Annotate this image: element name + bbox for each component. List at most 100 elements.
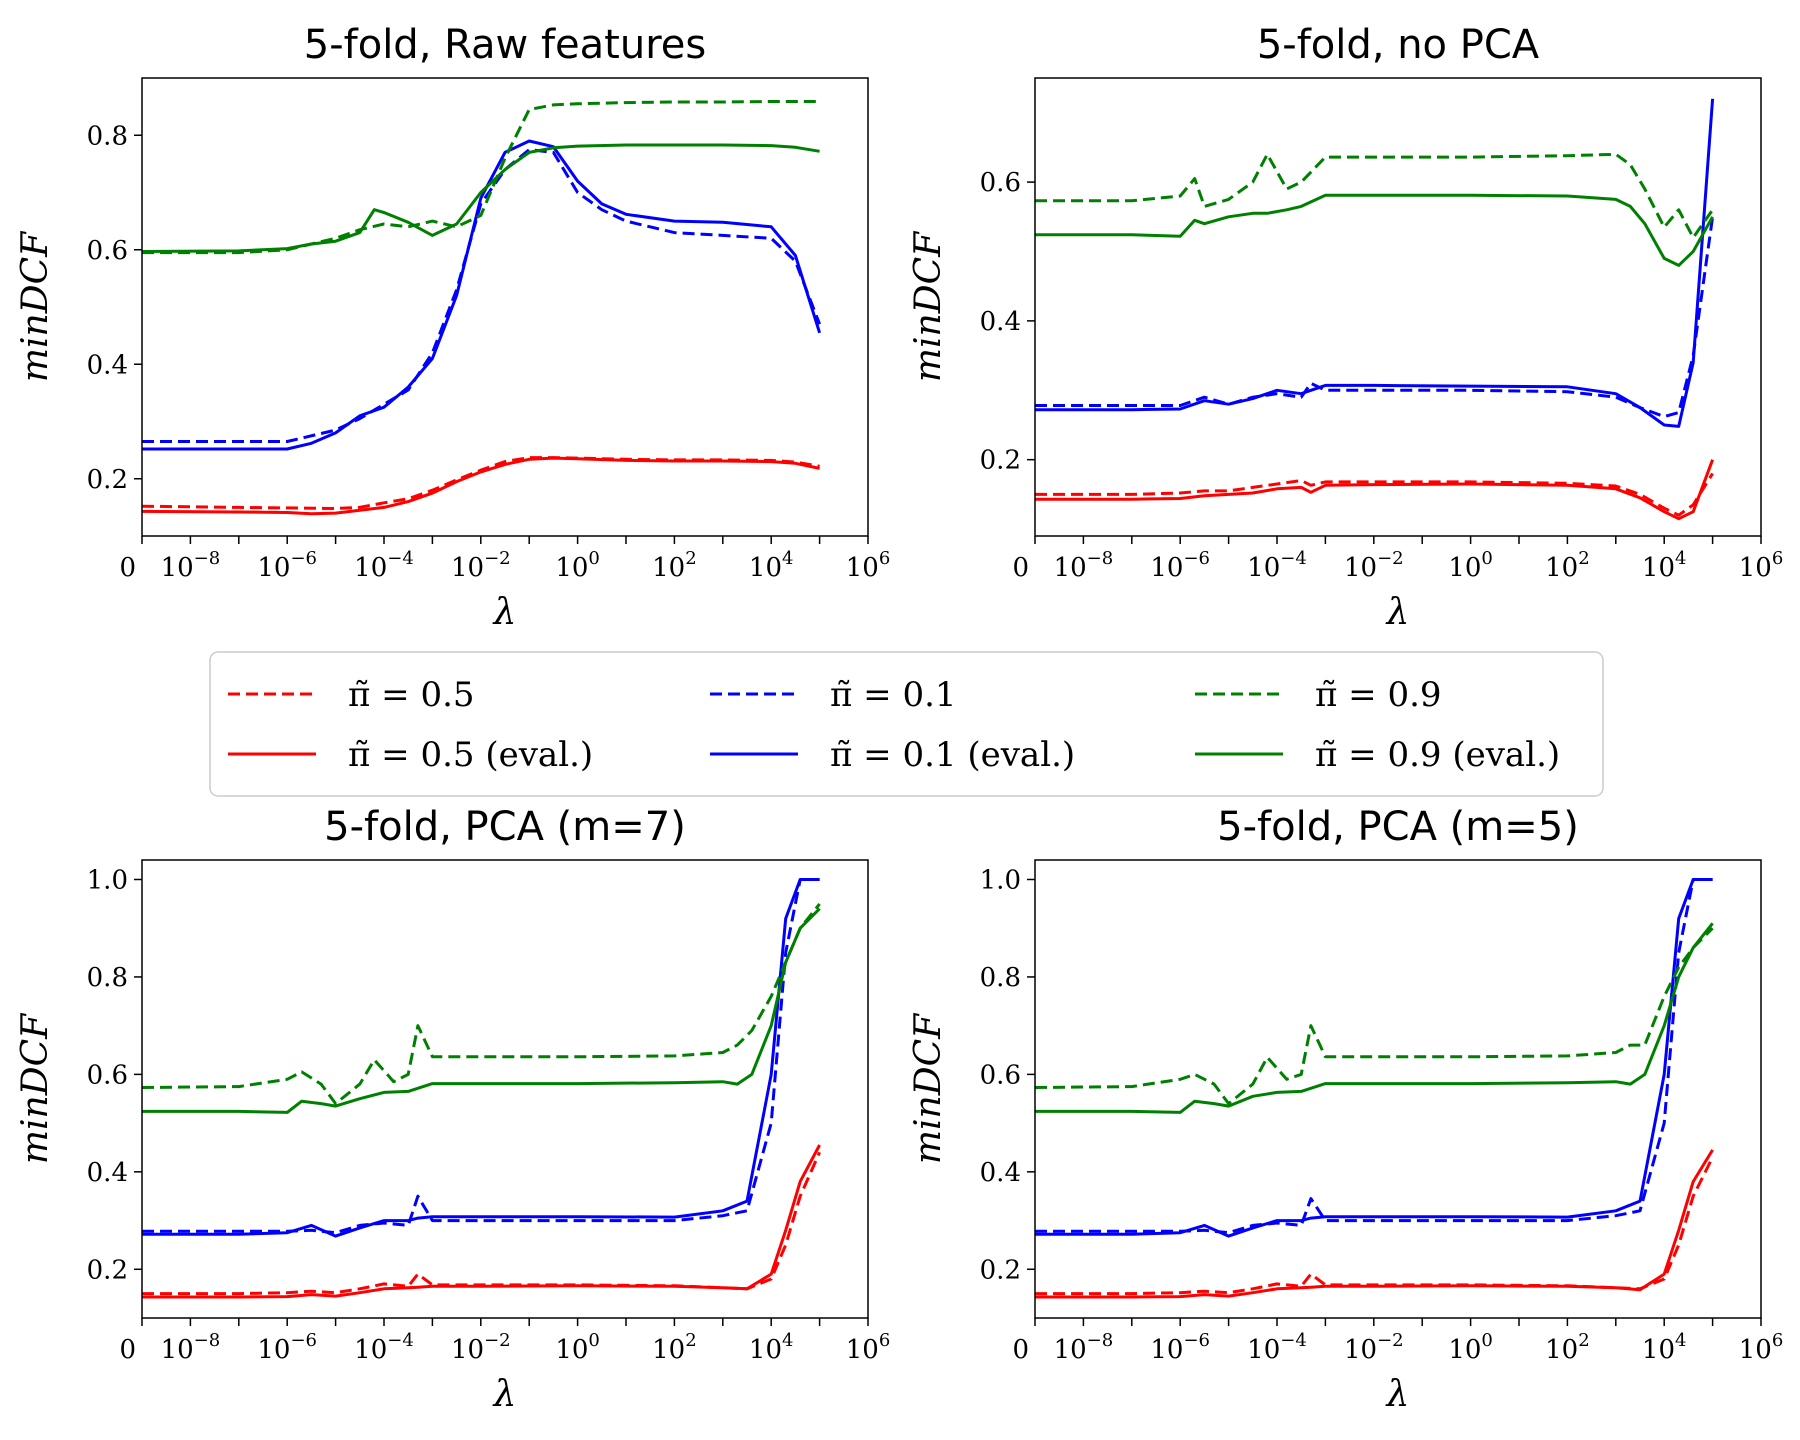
y-tick-label: 0.2 — [980, 1255, 1021, 1285]
series-line-blue-dashed — [1035, 216, 1715, 419]
x-tick-label: 10−4 — [1247, 548, 1307, 583]
legend-label: π̃ = 0.9 (eval.) — [1315, 735, 1560, 775]
legend-label: π̃ = 0.9 — [1315, 675, 1442, 715]
y-tick-label: 0.4 — [980, 307, 1021, 337]
x-tick-label: 102 — [1545, 548, 1590, 583]
x-tick-label: 10−4 — [354, 548, 414, 583]
legend-item: π̃ = 0.9 — [1195, 675, 1442, 715]
chart-title: 5-fold, Raw features — [304, 22, 706, 68]
x-tick-label: 102 — [652, 1330, 697, 1365]
x-tick-label: 10−4 — [1247, 1330, 1307, 1365]
series-line-green-dashed — [1035, 152, 1714, 240]
series-line-red-solid — [142, 456, 820, 516]
legend-label: π̃ = 0.1 — [830, 675, 957, 715]
axes-frame — [1034, 859, 1762, 1319]
x-axis-label: λ — [1385, 1374, 1410, 1415]
chart-title: 5-fold, PCA (m=7) — [324, 804, 686, 850]
x-tick-label: 10−8 — [1054, 1330, 1114, 1365]
x-tick-label: 10−8 — [161, 1330, 221, 1365]
legend-label: π̃ = 0.1 (eval.) — [830, 735, 1075, 775]
chart-title: 5-fold, PCA (m=5) — [1217, 804, 1579, 850]
x-tick-label: 100 — [1448, 548, 1493, 583]
x-tick-label: 102 — [1545, 1330, 1590, 1365]
legend-item: π̃ = 0.1 (eval.) — [710, 735, 1075, 775]
y-tick-label: 0.8 — [87, 963, 128, 993]
y-axis-label: minDCF — [908, 230, 949, 382]
x-axis-label: λ — [492, 1374, 517, 1415]
series-line-green-solid — [1035, 922, 1714, 1114]
x-axis-label: λ — [1385, 592, 1410, 633]
chart-panel-raw-features: 5-fold, Raw features 0 10−8 10−6 10−4 10−2 100… — [15, 22, 890, 633]
series-line-blue-dashed — [1035, 878, 1713, 1235]
y-tick-label: 1.0 — [980, 865, 1021, 895]
legend-label: π̃ = 0.5 (eval.) — [348, 735, 593, 775]
x-tick-label: 104 — [749, 548, 794, 583]
legend-frame — [209, 651, 1604, 797]
x-tick-label: 100 — [1448, 1330, 1493, 1365]
y-axis-label: minDCF — [15, 230, 56, 382]
y-tick-label: 0.2 — [87, 1255, 128, 1285]
x-tick-label: 0 — [119, 553, 136, 583]
series-line-green-dashed — [142, 902, 821, 1106]
x-tick-label: 10−8 — [1054, 548, 1114, 583]
x-tick-label: 100 — [555, 1330, 600, 1365]
x-tick-label: 10−6 — [1150, 1330, 1210, 1365]
y-tick-label: 0.6 — [980, 168, 1021, 198]
x-tick-label: 10−2 — [451, 1330, 511, 1365]
series-group — [1035, 98, 1715, 521]
x-axis-label: λ — [492, 592, 517, 633]
chart-panel-no-pca: 5-fold, no PCA 0 10−8 10−6 10−4 10−2 100 102 104… — [908, 22, 1783, 633]
series-line-green-solid — [1035, 193, 1714, 267]
series-line-red-dashed — [1035, 1156, 1714, 1296]
x-tick-label: 102 — [652, 548, 697, 583]
x-tick-label: 10−2 — [451, 548, 511, 583]
series-line-green-solid — [142, 907, 821, 1114]
y-tick-label: 0.8 — [87, 121, 128, 151]
legend-item: π̃ = 0.5 (eval.) — [228, 735, 593, 775]
series-line-red-solid — [1035, 1149, 1714, 1299]
series-line-green-dashed — [142, 100, 820, 255]
y-axis-label: minDCF — [15, 1012, 56, 1164]
y-tick-label: 0.6 — [980, 1060, 1021, 1090]
chart-title: 5-fold, no PCA — [1257, 22, 1540, 68]
series-line-blue-solid — [1035, 878, 1713, 1238]
x-tick-label: 104 — [1642, 1330, 1687, 1365]
x-tick-label: 106 — [846, 548, 891, 583]
series-line-red-dashed — [142, 1151, 821, 1296]
legend-label: π̃ = 0.5 — [348, 675, 475, 715]
legend-item: π̃ = 0.5 — [228, 675, 475, 715]
series-line-blue-dashed — [142, 878, 820, 1235]
x-tick-label: 106 — [846, 1330, 891, 1365]
x-tick-label: 10−2 — [1344, 548, 1404, 583]
y-tick-label: 1.0 — [87, 865, 128, 895]
series-line-green-dashed — [1035, 927, 1714, 1106]
x-tick-label: 10−4 — [354, 1330, 414, 1365]
legend-item: π̃ = 0.1 — [710, 675, 957, 715]
y-axis-label: minDCF — [908, 1012, 949, 1164]
x-tick-label: 10−2 — [1344, 1330, 1404, 1365]
y-tick-label: 0.4 — [87, 350, 128, 380]
x-tick-label: 10−8 — [161, 548, 221, 583]
y-tick-label: 0.6 — [87, 236, 128, 266]
series-line-red-dashed — [1035, 472, 1714, 517]
y-tick-label: 0.2 — [980, 446, 1021, 476]
legend: π̃ = 0.5 π̃ = 0.1 π̃ = 0.9 π̃ = 0.5 (eval.)… — [209, 651, 1604, 797]
series-group — [142, 878, 821, 1299]
series-line-red-solid — [1035, 459, 1715, 521]
y-tick-label: 0.6 — [87, 1060, 128, 1090]
axes-frame — [141, 77, 869, 537]
legend-item: π̃ = 0.9 (eval.) — [1195, 735, 1560, 775]
x-tick-label: 10−6 — [1150, 548, 1210, 583]
axes-frame — [141, 859, 869, 1319]
series-group — [142, 100, 822, 516]
y-tick-label: 0.4 — [980, 1158, 1021, 1188]
x-tick-label: 106 — [1739, 548, 1784, 583]
axes-frame — [1034, 77, 1762, 537]
y-tick-label: 0.4 — [87, 1158, 128, 1188]
y-tick-label: 0.8 — [980, 963, 1021, 993]
series-line-green-solid — [142, 143, 820, 253]
x-tick-label: 0 — [1012, 553, 1029, 583]
x-tick-label: 0 — [1012, 1335, 1029, 1365]
series-group — [1035, 878, 1714, 1299]
